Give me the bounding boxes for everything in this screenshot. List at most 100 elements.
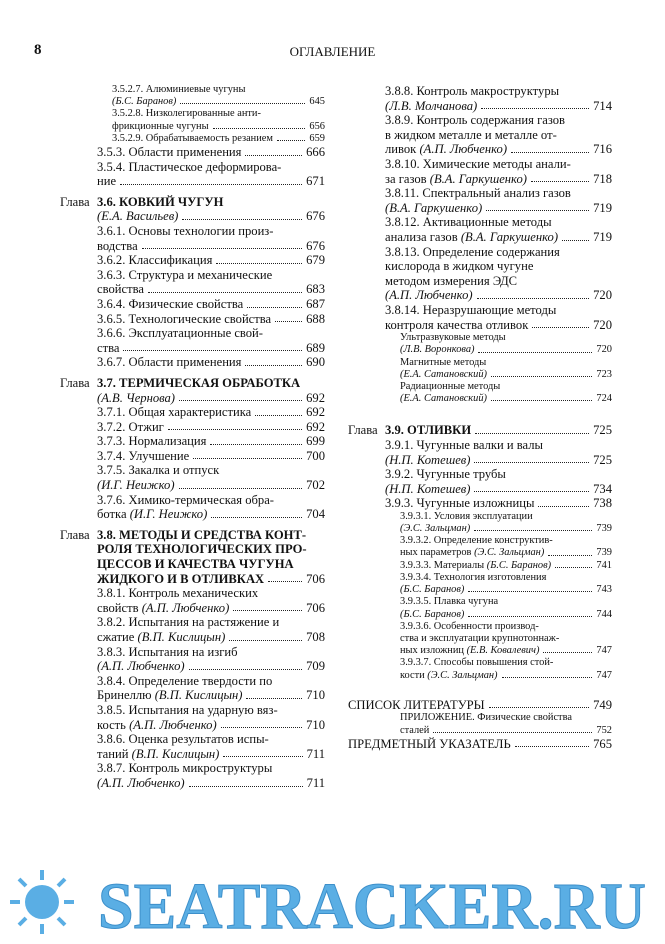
toc-entry: 3.6.3. Структура и механические свойства 6… bbox=[60, 268, 325, 297]
toc-entry: 3.6.7. Области применения 690 bbox=[60, 355, 325, 370]
entry-line: 3.8.8. Контроль макроструктуры bbox=[385, 84, 612, 99]
dot-leader bbox=[268, 572, 303, 583]
entry-text: Радиационные методы bbox=[400, 380, 501, 392]
dot-leader bbox=[433, 725, 593, 733]
page-ref: 720 bbox=[593, 288, 612, 303]
page-ref: 718 bbox=[593, 171, 612, 186]
entry-text: 3.9.3.1. Условия эксплуатации bbox=[400, 510, 533, 522]
page-ref: 716 bbox=[593, 142, 612, 157]
entry-line: 3.8.11. Спектральный анализ газов bbox=[385, 186, 612, 201]
page-title: ОГЛАВЛЕНИЕ bbox=[289, 44, 376, 59]
entry-text: 3.5.4. Пластическое деформирова- bbox=[97, 159, 282, 174]
entry-text: 3.9.3.3. Материалы (Б.С. Баранов) bbox=[400, 559, 552, 571]
page-ref: 706 bbox=[306, 571, 325, 586]
entry-line: за газов (В.А. Гаркушенко) 718 bbox=[385, 172, 612, 187]
dot-leader bbox=[476, 288, 590, 299]
toc-entry: Магнитные методы (Е.А. Сатановский) 723 bbox=[348, 357, 612, 381]
entry-text: (Е.А. Сатановский) bbox=[400, 393, 488, 405]
page-ref: 676 bbox=[306, 238, 325, 253]
entry-line: кислорода в жидком чугуне bbox=[385, 259, 612, 274]
dot-leader bbox=[474, 453, 590, 464]
dot-leader bbox=[180, 96, 306, 105]
entry-line: 3.6.2. Классификация 679 bbox=[97, 253, 325, 268]
toc-entry: 3.7.5. Закалка и отпуск (И.Г. Неижко) 702 bbox=[60, 463, 325, 492]
entry-text: 3.7.3. Нормализация bbox=[97, 434, 207, 449]
entry-text: 3.8.13. Определение содержания bbox=[385, 244, 560, 259]
toc-entry: 3.9.3.2. Определение конструктив-ных пар… bbox=[348, 535, 612, 559]
dot-leader bbox=[555, 560, 593, 568]
toc-entry: 3.9.3.4. Технология изготовления (Б.С. Ба… bbox=[348, 572, 612, 596]
entry-line: (Е.А. Сатановский) 724 bbox=[400, 393, 612, 405]
dot-leader bbox=[277, 133, 306, 142]
toc-entry: 3.7.3. Нормализация 699 bbox=[60, 434, 325, 449]
dot-leader bbox=[188, 659, 303, 670]
page-ref: 765 bbox=[593, 736, 612, 751]
page-ref: 706 bbox=[306, 600, 325, 615]
dot-leader bbox=[532, 318, 590, 329]
toc-entry: 3.6.5. Технологические свойства 688 bbox=[60, 312, 325, 327]
entry-text: 3.6.2. Классификация bbox=[97, 253, 213, 268]
toc-entry: ПРИЛОЖЕНИЕ. Физические свойства сталей 752 bbox=[348, 712, 612, 736]
toc-entry: Глава 3.7. ТЕРМИЧЕСКАЯ ОБРАБОТКА (А.В. Чер… bbox=[60, 376, 325, 405]
entry-text: методом измерения ЭДС bbox=[385, 273, 518, 288]
toc-entry: 3.8.13. Определение содержания кислорода … bbox=[348, 245, 612, 303]
page-ref: 720 bbox=[596, 344, 612, 356]
entry-text: кости (Э.С. Зальцман) bbox=[400, 669, 498, 681]
entry-text: 3.7.4. Улучшение bbox=[97, 448, 190, 463]
entry-text: 3.5.2.8. Низколегированные анти- bbox=[112, 108, 261, 120]
dot-leader bbox=[275, 312, 303, 323]
dot-leader bbox=[245, 145, 303, 156]
entry-line: анализа газов (В.А. Гаркушенко) 719 bbox=[385, 230, 612, 245]
entry-text: 3.8.12. Активационные методы bbox=[385, 215, 552, 230]
entry-line: 3.8.10. Химические методы анали- bbox=[385, 157, 612, 172]
toc-entry: 3.8.9. Контроль содержания газов в жидком… bbox=[348, 113, 612, 157]
page-ref: 666 bbox=[306, 145, 325, 160]
page-ref: 719 bbox=[593, 200, 612, 215]
entry-line: 3.5.2.8. Низколегированные анти- bbox=[112, 108, 325, 120]
toc-entry: 3.5.2.8. Низколегированные анти-фрикцион… bbox=[60, 108, 325, 132]
entry-text: (Е.А. Сатановский) bbox=[400, 368, 488, 380]
entry-line: Бринеллю (В.П. Кислицын) 710 bbox=[97, 688, 325, 703]
toc-entry: Глава 3.8. МЕТОДЫ И СРЕДСТВА КОНТ- РОЛЯ ТЕ… bbox=[60, 528, 325, 586]
entry-text: 3.8.8. Контроль макроструктуры bbox=[385, 84, 560, 98]
toc-entry: Глава 3.9. ОТЛИВКИ 725 bbox=[348, 423, 612, 438]
entry-line: 3.5.4. Пластическое деформирова- bbox=[97, 160, 325, 175]
dot-leader bbox=[246, 688, 303, 699]
entry-text: ПРЕДМЕТНЫЙ УКАЗАТЕЛЬ bbox=[348, 736, 511, 751]
entry-text: 3.8.4. Определение твердости по bbox=[97, 673, 273, 688]
entry-line: (Н.П. Котешев) 734 bbox=[385, 482, 612, 497]
dot-leader bbox=[220, 718, 303, 729]
dot-leader bbox=[179, 391, 303, 402]
page-ref: 699 bbox=[306, 434, 325, 449]
entry-text: (Н.П. Котешев) bbox=[385, 452, 471, 467]
entry-text: ства bbox=[97, 340, 120, 355]
entry-line: 3.8.6. Оценка результатов испы- bbox=[97, 732, 325, 747]
entry-line: 3.6. КОВКИЙ ЧУГУН bbox=[97, 195, 325, 210]
toc-entry: 3.8.10. Химические методы анали-за газов… bbox=[348, 157, 612, 186]
entry-text: ботка (И.Г. Неижко) bbox=[97, 507, 208, 522]
toc-entry: СПИСОК ЛИТЕРАТУРЫ 749 bbox=[348, 698, 612, 713]
toc-entry: 3.6.2. Классификация 679 bbox=[60, 253, 325, 268]
page-ref: 645 bbox=[309, 96, 325, 108]
entry-line: 3.9.3.5. Плавка чугуна bbox=[400, 596, 612, 608]
entry-text: 3.9.3.5. Плавка чугуна bbox=[400, 596, 499, 608]
page-ref: 720 bbox=[593, 317, 612, 332]
entry-line: методом измерения ЭДС bbox=[385, 274, 612, 289]
dot-leader bbox=[182, 209, 303, 220]
toc-entry: 3.7.1. Общая характеристика 692 bbox=[60, 405, 325, 420]
entry-line: ства 689 bbox=[97, 341, 325, 356]
entry-line: 3.7.2. Отжиг 692 bbox=[97, 420, 325, 435]
entry-line: Магнитные методы bbox=[400, 357, 612, 369]
entry-text: 3.8.1. Контроль механических bbox=[97, 586, 259, 601]
entry-line: 3.5.2.9. Обрабатываемость резанием 659 bbox=[112, 133, 325, 145]
entry-text: анализа газов (В.А. Гаркушенко) bbox=[385, 229, 559, 244]
entry-line: в жидком металле и металле от- bbox=[385, 128, 612, 143]
entry-text: сталей bbox=[400, 724, 430, 736]
page-ref: 700 bbox=[306, 448, 325, 463]
dot-leader bbox=[167, 420, 303, 431]
toc-entry: 3.8.8. Контроль макроструктуры (Л.В. Молч… bbox=[348, 84, 612, 113]
page-ref: 747 bbox=[596, 669, 612, 681]
entry-line: РОЛЯ ТЕХНОЛОГИЧЕСКИХ ПРО- bbox=[97, 542, 325, 557]
dot-leader bbox=[538, 496, 590, 507]
entry-text: ЦЕССОВ И КАЧЕСТВА ЧУГУНА bbox=[97, 557, 294, 572]
